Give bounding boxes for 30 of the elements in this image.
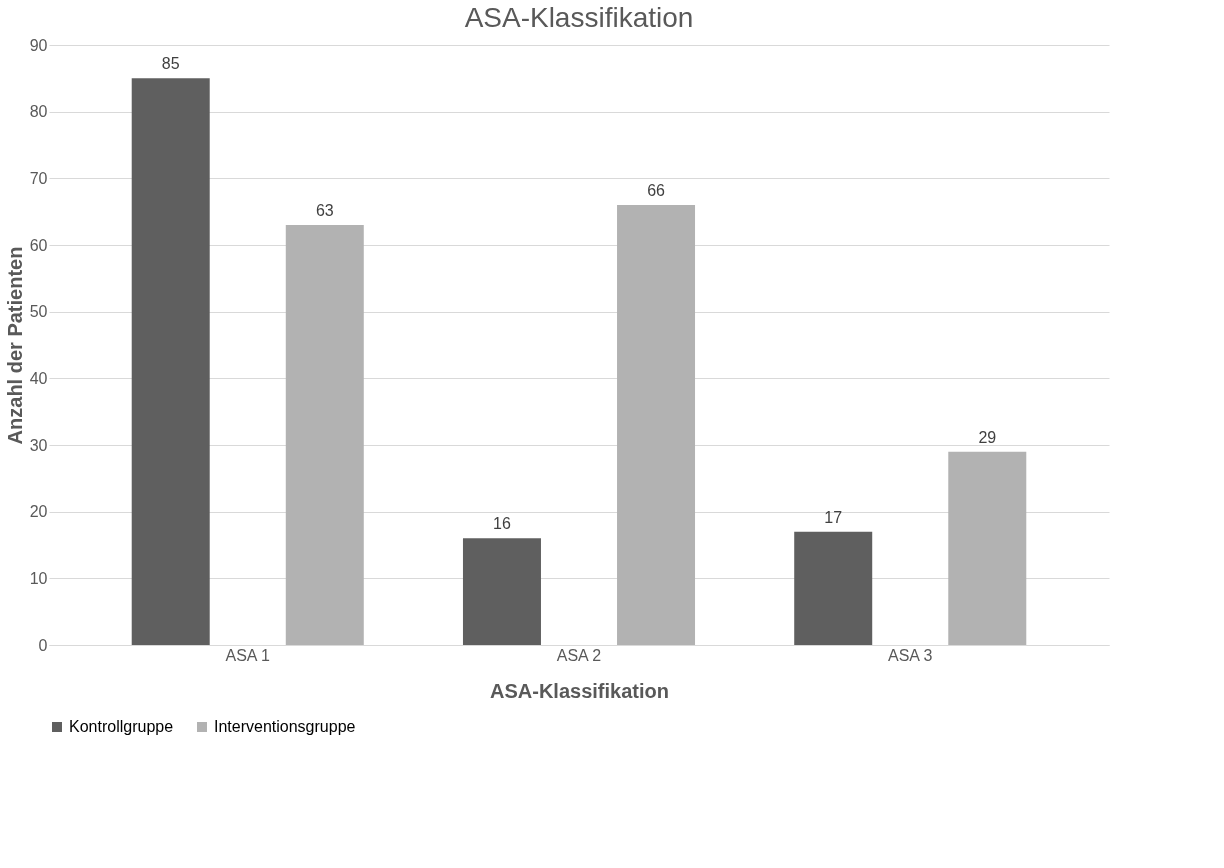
y-tick-label: 10 [29,569,48,587]
y-tick-label: 20 [29,503,48,521]
bar [462,538,541,645]
y-tick-label: 60 [29,236,48,254]
data-label: 17 [824,508,843,526]
x-tick-label: ASA 2 [556,646,602,664]
y-tick-label: 80 [29,103,48,121]
bar [617,205,696,645]
bar [131,78,210,645]
bar [285,225,364,645]
chart-title: ASA-Klassifikation [464,2,694,33]
x-axis-title: ASA-Klassifikation [490,679,669,702]
bar [948,451,1027,645]
y-tick-label: 50 [29,303,48,321]
y-tick-label: 70 [29,169,48,187]
y-tick-label: 40 [29,369,48,387]
data-label: 85 [161,55,180,73]
y-tick-label: 0 [38,636,48,654]
legend-label: Interventionsgruppe [214,718,356,735]
y-tick-label: 90 [29,36,48,54]
data-label: 66 [647,182,666,199]
y-axis-title: Anzahl der Patienten [3,246,26,445]
bar [794,531,873,645]
x-tick-label: ASA 1 [225,646,271,664]
legend-label: Kontrollgruppe [69,718,174,735]
y-tick-label: 30 [29,436,48,454]
data-label: 63 [315,202,334,219]
data-label: 29 [978,428,997,446]
x-tick-label: ASA 3 [888,646,933,664]
data-label: 16 [493,515,511,533]
